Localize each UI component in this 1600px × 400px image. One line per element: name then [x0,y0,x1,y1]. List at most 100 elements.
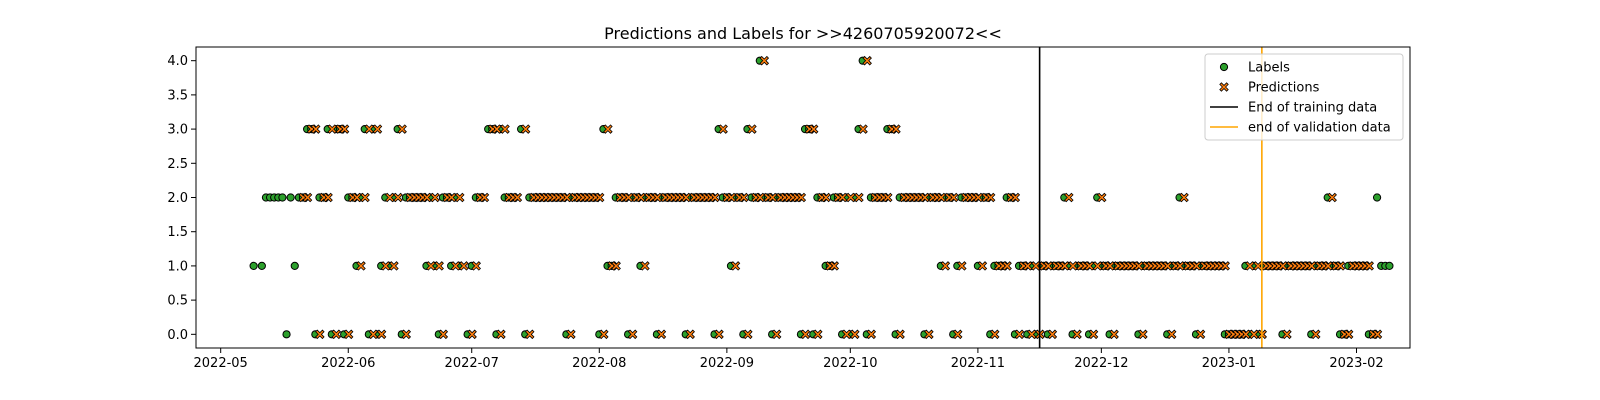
prediction-point [500,124,510,134]
prediction-point [1166,329,1177,340]
chart-title: Predictions and Labels for >>42607059200… [604,24,1002,43]
prediction-point [800,329,811,340]
prediction-point [1014,329,1025,340]
prediction-point [1138,329,1148,340]
prediction-point [1327,192,1337,203]
y-tick-label: 1.5 [167,225,188,240]
prediction-point [594,192,605,203]
prediction-point [882,192,893,203]
prediction-point [454,192,465,203]
prediction-point [685,329,695,340]
prediction-point [1064,192,1074,203]
label-point [286,193,295,202]
prediction-point [1335,261,1346,271]
x-tick-label: 2022-08 [572,356,626,371]
prediction-point [730,261,741,271]
prediction-point [850,329,860,340]
prediction-point [808,124,819,134]
prediction-point [479,192,490,203]
prediction-point [743,329,753,340]
prediction-point [1343,329,1354,340]
legend-labels: Labels [1248,61,1290,76]
prediction-point [599,329,609,340]
prediction-point [1310,329,1321,340]
y-tick-label: 2.0 [167,191,188,206]
prediction-point [821,192,831,203]
legend-training-end: End of training data [1248,101,1377,116]
y-tick-label: 1.0 [167,259,188,274]
prediction-point [738,192,749,203]
label-point [257,261,266,271]
prediction-point [323,192,333,203]
label-point [1372,193,1382,202]
prediction-point [710,192,720,203]
prediction-point [1372,329,1383,340]
prediction-point [512,192,523,203]
x-tick-label: 2022-09 [700,356,754,371]
prediction-point [434,261,444,271]
label-point [249,261,258,271]
prediction-point [471,261,481,271]
legend-predictions: Predictions [1248,81,1320,96]
prediction-point [940,261,951,271]
prediction-point [315,329,325,340]
prediction-point [759,55,770,66]
prediction-point [1179,192,1189,203]
prediction-point [829,261,840,271]
prediction-point [356,261,366,271]
prediction-point [977,261,988,271]
prediction-point [397,124,407,134]
label-point [1385,261,1394,271]
prediction-point [566,329,576,340]
x-tick-label: 2022-11 [951,356,1005,371]
prediction-point [627,329,638,340]
prediction-point [656,329,667,340]
prediction-point [339,124,350,134]
prediction-point [459,261,469,271]
prediction-point [866,329,877,340]
prediction-point [524,329,535,340]
prediction-point [862,55,872,66]
legend: Labels Predictions End of training data … [1204,53,1404,141]
prediction-point [1002,261,1012,271]
legend-predictions-marker [1219,82,1229,92]
prediction-point [952,329,963,340]
prediction-point [1109,329,1119,340]
x-tick-label: 2023-02 [1329,356,1383,371]
prediction-point [603,124,613,134]
prediction-point [376,329,387,340]
prediction-point [496,329,506,340]
prediction-point [1220,261,1230,271]
prediction-point [1364,261,1374,271]
prediction-point [430,192,440,203]
prediction-point [393,192,403,203]
prediction-point [438,329,449,340]
y-axis: 0.0 0.5 1.0 1.5 2.0 2.5 3.0 3.5 4.0 [167,54,196,343]
x-axis: 2022-05 2022-06 2022-07 2022-08 2022-09 2022-… [194,348,1384,371]
prediction-point [957,261,967,271]
x-tick-label: 2022-07 [445,356,499,371]
prediction-point [989,329,1000,340]
label-point [290,261,299,271]
prediction-point [389,261,399,271]
prediction-point [924,329,934,340]
legend-box [1204,53,1404,141]
prediction-point [858,124,868,134]
prediction-point [360,192,370,203]
y-tick-label: 0.0 [167,328,188,343]
prediction-point [895,329,905,340]
x-tick-label: 2022-06 [321,356,375,371]
prediction-point [302,192,313,203]
prediction-point [796,192,807,203]
prediction-point [985,192,996,203]
prediction-point [747,124,757,134]
prediction-point [718,124,728,134]
prediction-point [1072,329,1082,340]
prediction-point [714,329,724,340]
y-tick-label: 3.0 [167,123,188,138]
prediction-point [401,329,412,340]
prediction-point [1282,329,1292,340]
x-tick-label: 2022-12 [1074,356,1128,371]
x-tick-label: 2022-05 [194,356,248,371]
